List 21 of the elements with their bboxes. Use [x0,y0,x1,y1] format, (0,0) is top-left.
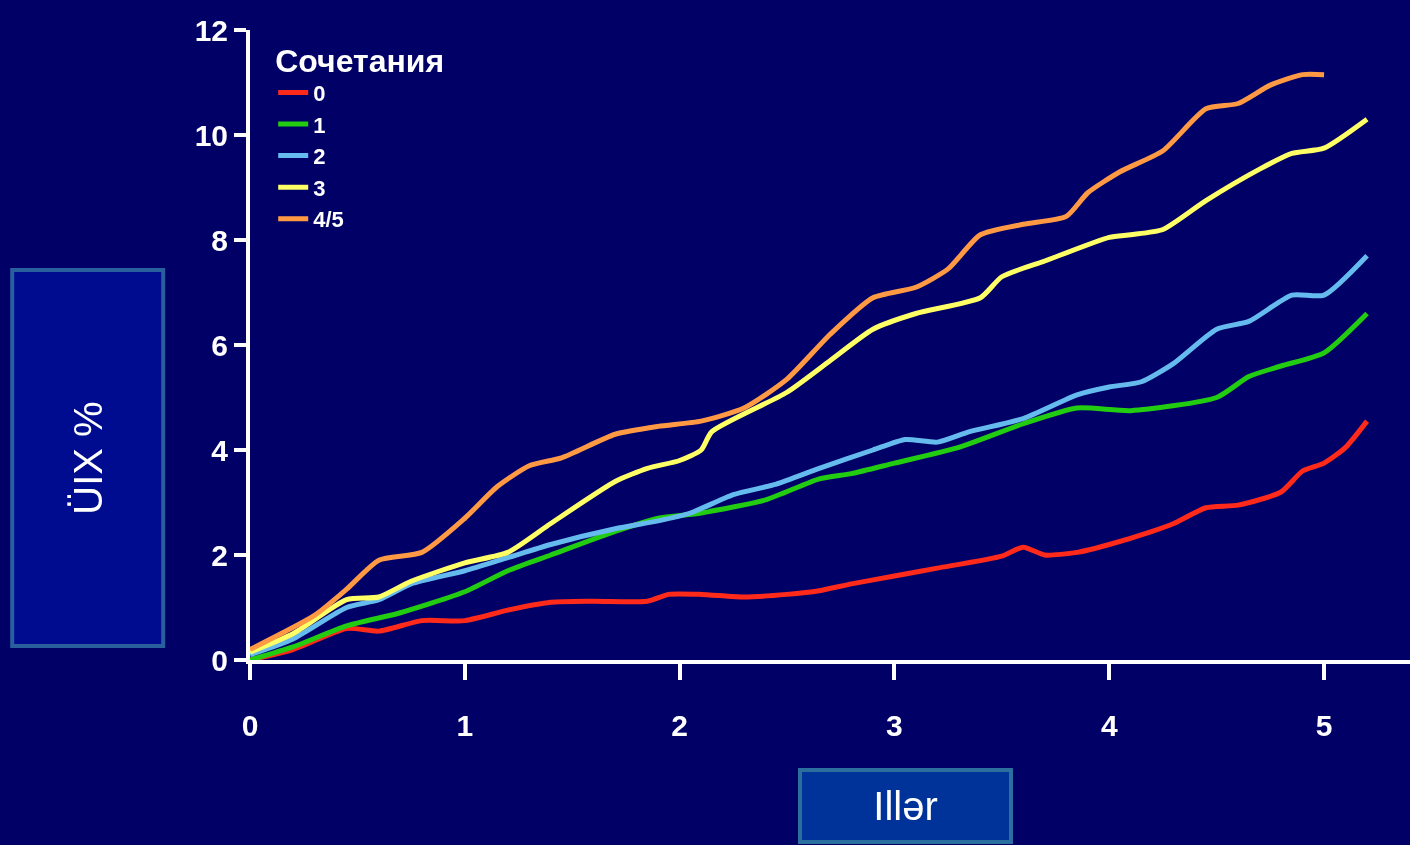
x-tick-label: 0 [241,709,259,742]
y-tick-label: 6 [211,328,228,362]
y-tick-label: 4 [211,433,229,467]
x-tick-label: 3 [886,709,903,742]
legend-label: 4/5 [313,207,344,233]
x-axis-title: Illər [873,784,938,828]
x-tick-label: 2 [671,709,688,742]
legend-label: 2 [313,144,326,170]
legend-title: Сочетания [275,42,445,79]
y-axis-title: ÜIX % [65,401,110,515]
x-tick-label: 5 [1315,709,1333,742]
y-tick-label: 8 [211,223,228,257]
legend-label: 1 [313,112,326,138]
x-tick-label: 4 [1100,709,1118,742]
x-tick-label: 1 [456,709,474,742]
y-tick-label: 12 [194,13,228,47]
y-tick-label: 10 [194,118,228,152]
legend-label: 0 [313,80,326,106]
legend-label: 3 [313,175,326,201]
y-tick-label: 2 [211,538,228,572]
y-tick-label: 0 [211,643,228,677]
